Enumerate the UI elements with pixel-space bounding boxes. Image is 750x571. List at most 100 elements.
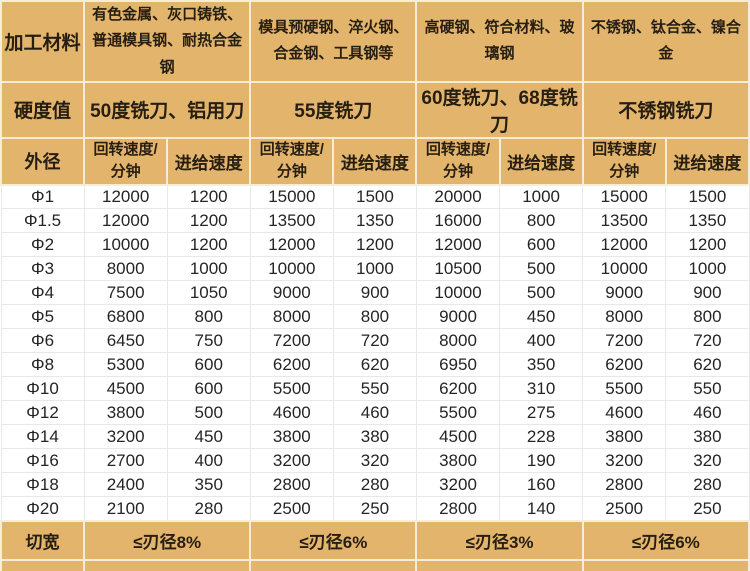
speed-cell: 3200 [83,424,168,450]
feed-cell: 600 [166,352,251,378]
hardness-group-3: 60度铣刀、68度铣刀 [415,80,584,139]
hardness-group-1: 50度铣刀、铝用刀 [83,80,252,139]
feed-cell: 1200 [166,208,251,234]
feed-cell: 900 [332,280,417,306]
feed-cell: 275 [499,400,584,426]
feed-cell: 800 [332,304,417,330]
speed-cell: 9000 [249,280,334,306]
speed-cell: 2500 [249,496,334,522]
feed-cell: 500 [499,280,584,306]
feed-header-group-1: 进给速度 [166,136,252,186]
feed-header-group-2: 进给速度 [332,136,418,186]
speed-cell: 2800 [582,472,667,498]
feed-cell: 1000 [332,256,417,282]
table-row: Φ18 2400 350 2800 280 3200 160 2800 280 [0,472,750,498]
speed-cell: 2800 [415,496,501,522]
feed-cell: 228 [499,424,584,450]
speed-cell: 10000 [249,256,334,282]
speed-cell: 12000 [249,232,334,258]
hardness-group-4: 不锈钢铣刀 [581,80,750,139]
speed-cell: 4500 [415,424,501,450]
feed-cell: 320 [332,448,417,474]
speed-cell: 7200 [582,328,667,354]
diameter-cell: Φ10 [0,376,85,402]
feed-cell: 400 [166,448,251,474]
cut-width-group-1: ≤刃径8% [83,519,252,561]
diameter-cell: Φ1.5 [0,208,85,234]
feed-cell: 280 [665,472,750,498]
table-row: Φ20 2100 280 2500 250 2800 140 2500 250 [0,496,750,522]
speed-cell: 3800 [249,424,334,450]
speed-cell: 3200 [582,448,667,474]
speed-cell: 10000 [582,256,667,282]
hardness-group-2: 55度铣刀 [249,80,418,139]
feed-cell: 450 [166,424,251,450]
feed-cell: 620 [665,352,750,378]
feed-cell: 320 [665,448,750,474]
speed-cell: 7200 [249,328,334,354]
speed-header-group-3: 回转速度/分钟 [415,136,501,186]
speed-cell: 4500 [83,376,168,402]
feed-header-group-4: 进给速度 [664,136,750,186]
speed-cell: 3200 [415,472,501,498]
speed-cell: 3800 [415,448,501,474]
materials-group-3: 高硬钢、符合材料、玻璃钢 [415,0,584,83]
feed-cell: 1200 [166,232,251,258]
feed-cell: 1000 [499,184,584,210]
diameter-cell: Φ8 [0,352,85,378]
column-header-row: 外径 回转速度/分钟 进给速度 回转速度/分钟 进给速度 回转速度/分钟 进给速… [0,136,750,186]
table-row: Φ2 10000 1200 12000 1200 12000 600 12000 1200 [0,232,750,258]
speed-cell: 3800 [83,400,168,426]
table-row: Φ10 4500 600 5500 550 6200 310 5500 550 [0,376,750,402]
feed-cell: 1050 [166,280,251,306]
diameter-cell: Φ16 [0,448,85,474]
table-row: Φ1 12000 1200 15000 1500 20000 1000 15000 1500 [0,184,750,210]
diameter-cell: Φ18 [0,472,85,498]
speed-cell: 20000 [415,184,501,210]
materials-row-label: 加工材料 [0,0,86,83]
feed-cell: 1350 [332,208,417,234]
feed-cell: 750 [166,328,251,354]
cut-depth-label: 切深 [0,558,86,571]
table-row: Φ16 2700 400 3200 320 3800 190 3200 320 [0,448,750,474]
diameter-cell: Φ3 [0,256,85,282]
speed-cell: 8000 [415,328,501,354]
table-row: Φ1.5 12000 1200 13500 1350 16000 800 13500 1350 [0,208,750,234]
feed-cell: 900 [665,280,750,306]
hardness-row: 硬度值 50度铣刀、铝用刀 55度铣刀 60度铣刀、68度铣刀 不锈钢铣刀 [0,80,750,139]
diameter-cell: Φ1 [0,184,85,210]
feed-cell: 1000 [166,256,251,282]
feed-cell: 720 [332,328,417,354]
feed-cell: 350 [499,352,584,378]
feed-cell: 1200 [332,232,417,258]
speed-cell: 12000 [83,208,168,234]
feed-cell: 800 [166,304,251,330]
speed-cell: 6800 [83,304,168,330]
speed-cell: 4600 [249,400,334,426]
cut-width-label: 切宽 [0,519,86,561]
speed-cell: 15000 [582,184,667,210]
diameter-cell: Φ6 [0,328,85,354]
speed-cell: 4600 [582,400,667,426]
speed-cell: 5500 [582,376,667,402]
speed-cell: 6450 [83,328,168,354]
speed-header-group-2: 回转速度/分钟 [249,136,335,186]
speed-cell: 9000 [415,304,501,330]
speed-cell: 2400 [83,472,168,498]
speed-cell: 5500 [249,376,334,402]
speed-cell: 2500 [582,496,667,522]
cut-width-group-3: ≤刃径3% [415,519,584,561]
cut-width-row: 切宽 ≤刃径8% ≤刃径6% ≤刃径3% ≤刃径6% [0,519,750,561]
speed-cell: 12000 [582,232,667,258]
diameter-cell: Φ5 [0,304,85,330]
speed-cell: 16000 [415,208,501,234]
speed-cell: 13500 [249,208,334,234]
feed-cell: 460 [665,400,750,426]
cut-depth-group-3: ≤刃长40% [415,558,584,571]
feed-cell: 550 [665,376,750,402]
speed-cell: 9000 [582,280,667,306]
speed-cell: 3800 [582,424,667,450]
table-row: Φ12 3800 500 4600 460 5500 275 4600 460 [0,400,750,426]
